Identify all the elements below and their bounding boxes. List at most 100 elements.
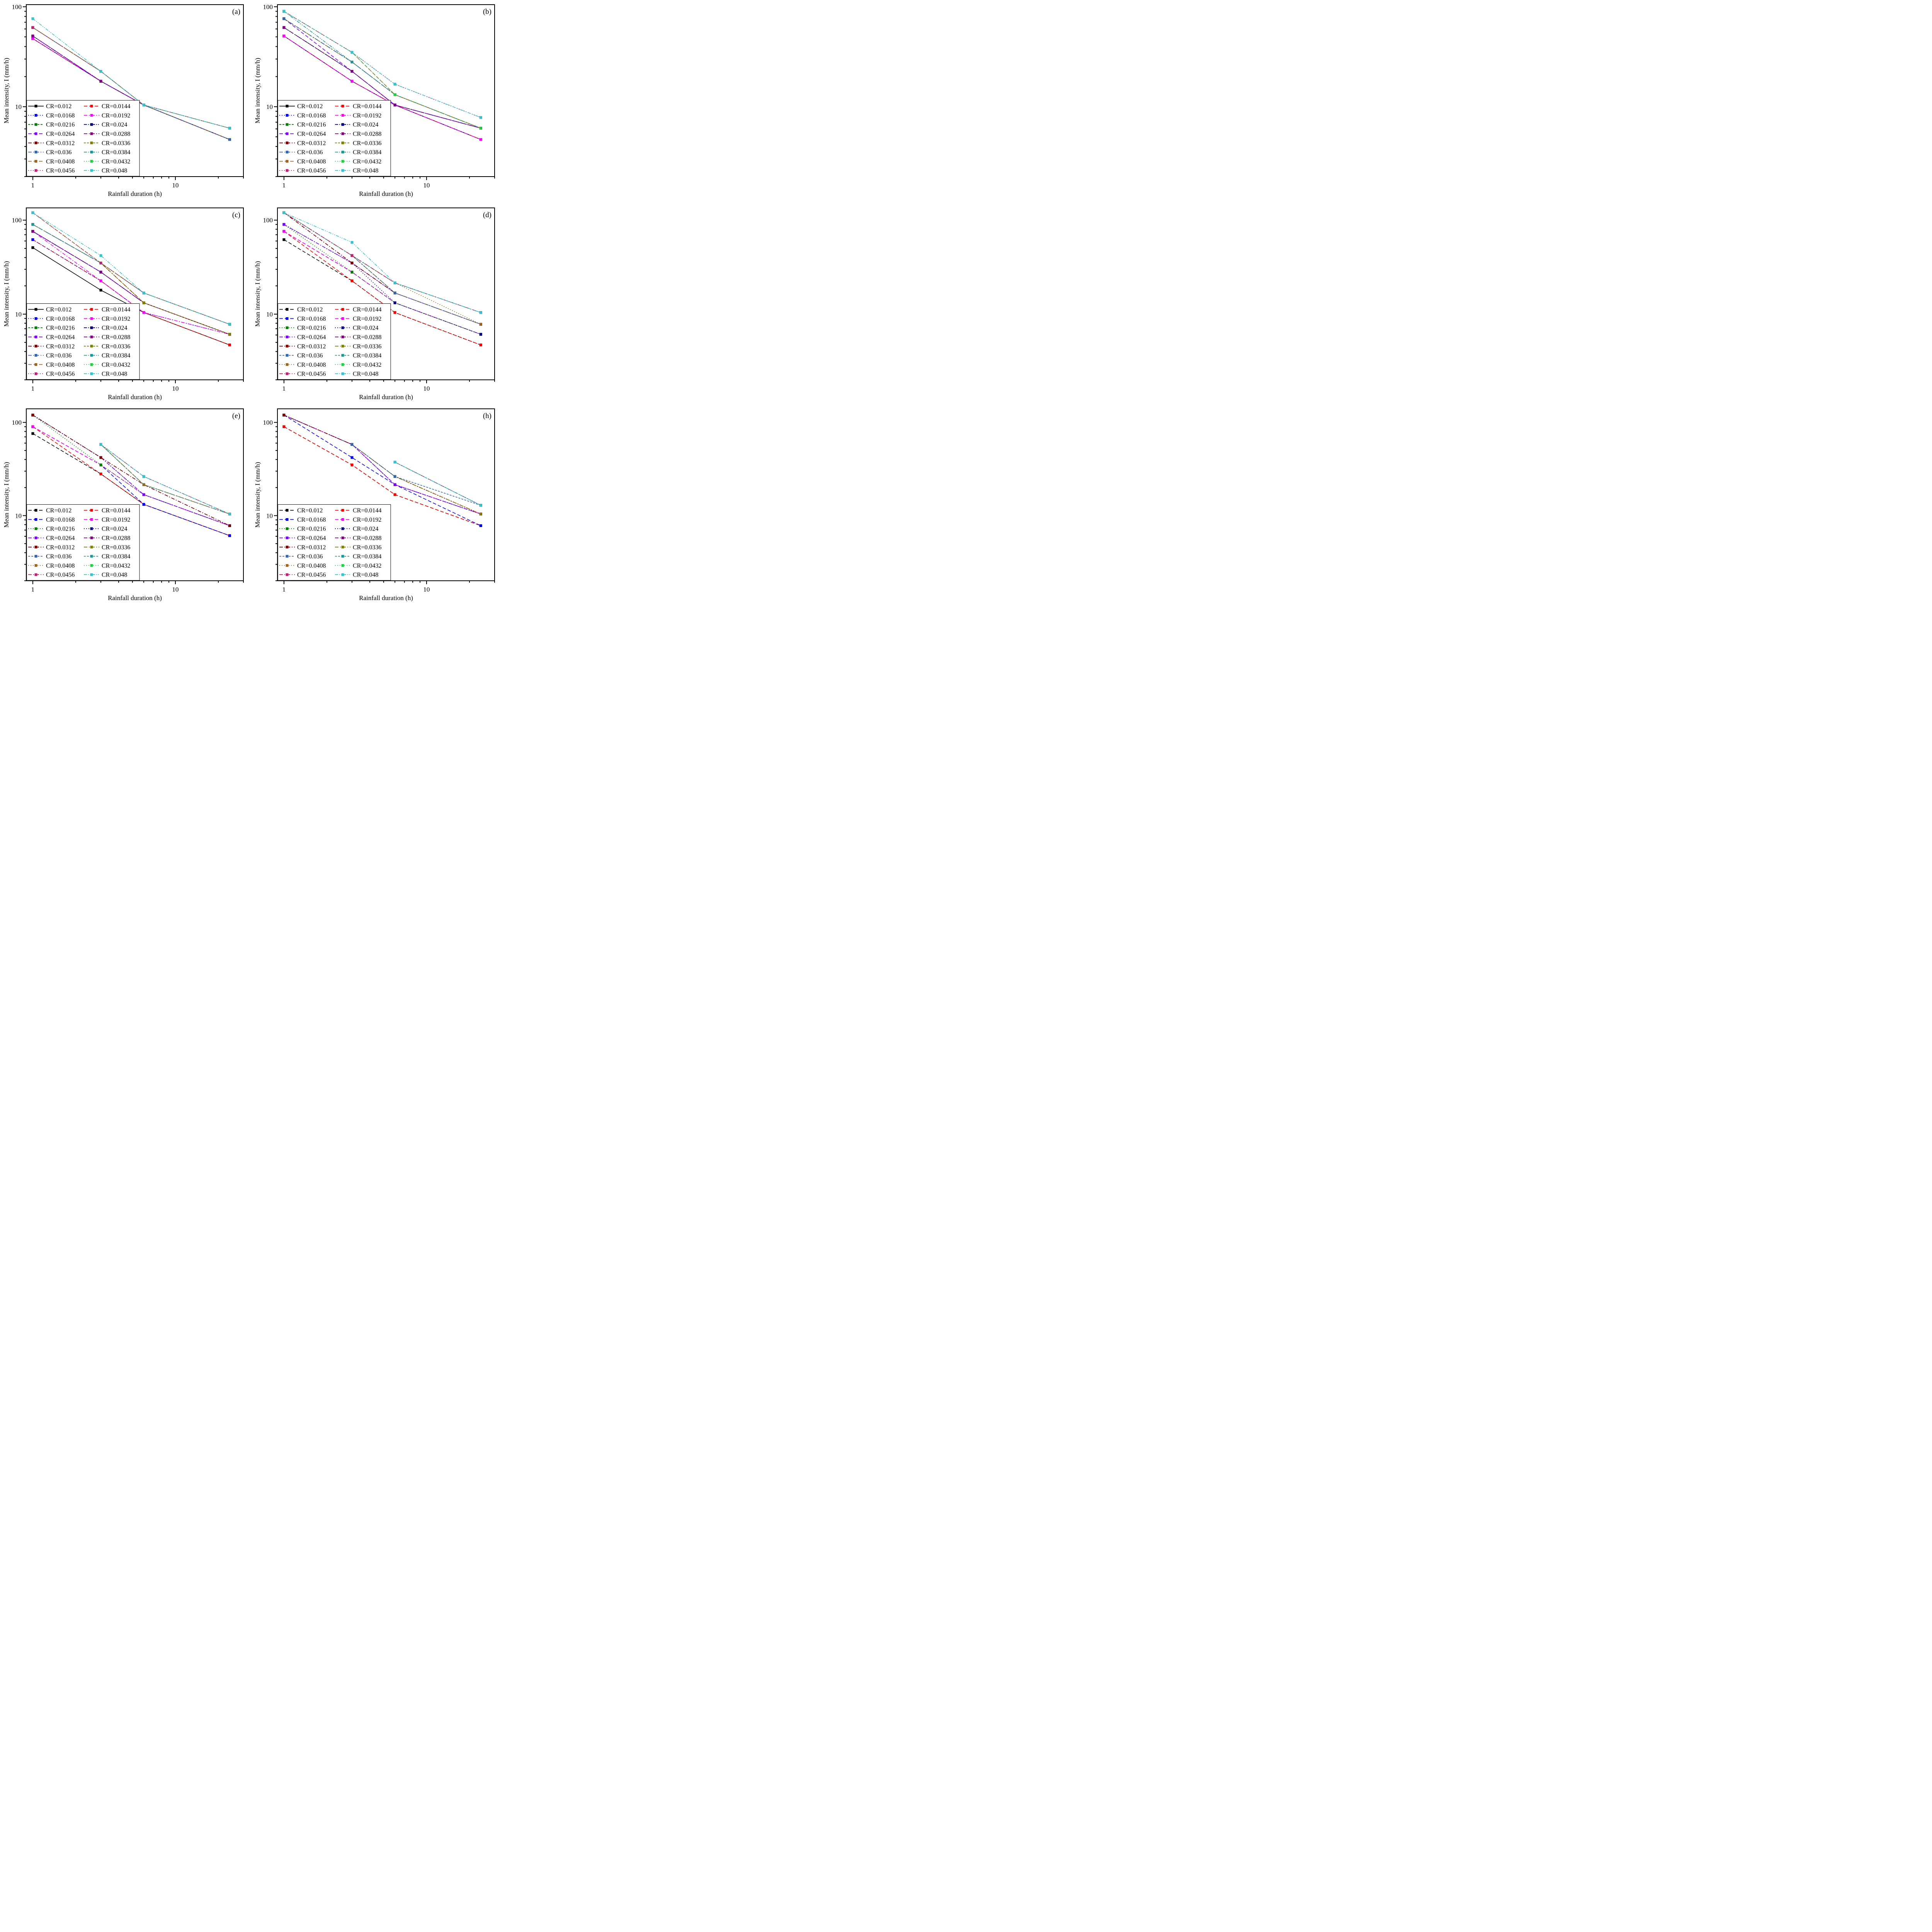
legend-entry: CR=0.0432 [335, 563, 381, 569]
legend-marker [286, 308, 289, 311]
y-axis-title: Mean intensity, I (mm/h) [3, 58, 10, 124]
legend-entry: CR=0.048 [84, 371, 127, 378]
legend-marker [90, 573, 93, 576]
chart-panel-b: 10 100 1 10 Rainfall duration (h) Mean intens… [251, 0, 502, 201]
data-point-marker [393, 493, 396, 496]
legend-marker [341, 555, 344, 558]
legend-marker [34, 151, 37, 154]
legend-label: CR=0.0408 [46, 563, 75, 569]
series-line-cr-0.0144 [284, 231, 481, 345]
chart-panel-c: 10 100 1 10 Rainfall duration (h) Mean intens… [0, 203, 251, 404]
data-point-marker [479, 127, 482, 130]
legend-marker [286, 345, 289, 348]
legend-label: CR=0.0192 [102, 316, 130, 322]
data-point-marker [228, 323, 231, 326]
legend-label: CR=0.0312 [46, 343, 75, 350]
legend-entry: CR=0.0216 [279, 526, 326, 532]
series-line-cr-0.0336 [32, 224, 230, 335]
plot-frame [277, 408, 495, 581]
data-point-marker [99, 70, 102, 73]
legend-marker [34, 518, 37, 521]
legend-marker [34, 536, 37, 539]
legend-entry: CR=0.0168 [279, 112, 326, 119]
legend-entry: CR=0.0336 [335, 343, 381, 350]
legend-marker [286, 354, 289, 357]
legend-marker [286, 372, 289, 375]
legend-marker [90, 308, 93, 311]
legend-entry: CR=0.0312 [28, 343, 75, 350]
legend-label: CR=0.0312 [297, 544, 326, 551]
legend-label: CR=0.0288 [353, 131, 381, 138]
plot-frame [277, 207, 495, 380]
legend-label: CR=0.0384 [353, 149, 381, 156]
data-point-marker [99, 473, 102, 476]
data-point-marker [142, 104, 145, 107]
legend-marker [341, 573, 344, 576]
legend-marker [34, 527, 37, 530]
y-axis-title: Mean intensity, I (mm/h) [254, 261, 261, 327]
legend-marker [341, 123, 344, 126]
legend-marker [90, 555, 93, 558]
legend-marker [286, 114, 289, 117]
plot-frame [26, 408, 244, 581]
data-point-marker [99, 289, 102, 292]
legend-label: CR=0.0264 [297, 535, 326, 542]
legend-marker [90, 335, 93, 338]
legend-box [277, 303, 391, 380]
x-tick-label: 1 [31, 182, 35, 189]
legend-marker [341, 326, 344, 329]
data-point-marker [142, 503, 145, 506]
legend-label: CR=0.0336 [102, 140, 130, 146]
legend-label: CR=0.024 [353, 325, 378, 332]
legend-entry: CR=0.0144 [335, 103, 381, 110]
data-point-marker [31, 34, 34, 37]
legend-label: CR=0.0432 [353, 362, 381, 368]
legend-entry: CR=0.0216 [28, 325, 75, 332]
legend-entry: CR=0.0456 [28, 572, 75, 578]
legend-marker [34, 354, 37, 357]
legend-label: CR=0.036 [297, 149, 323, 156]
y-tick-label: 10 [15, 512, 22, 519]
legend: CR=0.012 CR=0.0144 CR=0.0168 CR=0.0192 CR=0.… [26, 504, 140, 581]
legend-marker [286, 573, 289, 576]
x-tick-label: 10 [172, 586, 179, 593]
legend-label: CR=0.0264 [46, 535, 75, 542]
data-point-marker [393, 281, 396, 284]
legend-marker [341, 564, 344, 567]
plot-frame [26, 207, 244, 380]
legend-marker [341, 317, 344, 320]
data-point-marker [350, 443, 354, 446]
legend-marker [34, 564, 37, 567]
x-tick-label: 10 [423, 385, 430, 392]
series-line-cr-0.0384 [32, 224, 230, 325]
series-line-cr-0.0336 [100, 444, 230, 515]
legend-entry: CR=0.0432 [335, 362, 381, 368]
legend-entry: CR=0.036 [279, 553, 323, 560]
legend-label: CR=0.0288 [102, 131, 130, 138]
legend-entry: CR=0.0168 [279, 517, 326, 523]
legend-entry: CR=0.012 [279, 306, 323, 313]
legend-entry: CR=0.0408 [279, 362, 326, 368]
legend-label: CR=0.0216 [297, 526, 326, 532]
legend-marker [34, 317, 37, 320]
legend-label: CR=0.048 [102, 371, 127, 378]
series-line-cr-0.0216 [32, 415, 230, 526]
legend-marker [90, 151, 93, 154]
legend-label: CR=0.0384 [353, 553, 381, 560]
series-line-cr-0.0192 [284, 36, 481, 140]
series-line-cr-0.0144 [284, 426, 481, 526]
legend-entry: CR=0.0312 [28, 544, 75, 551]
series-line-cr-0.0432 [284, 212, 481, 313]
data-point-marker [282, 34, 286, 37]
data-point-marker [99, 80, 102, 83]
legend-entry: CR=0.024 [84, 122, 127, 128]
data-point-marker [142, 301, 145, 304]
legend-entry: CR=0.0384 [84, 352, 130, 359]
y-tick-label: 100 [12, 217, 22, 224]
legend-label: CR=0.048 [353, 572, 378, 578]
legend-marker [90, 536, 93, 539]
data-point-marker [228, 512, 231, 515]
series-line-cr-0.0192 [32, 231, 230, 335]
legend-label: CR=0.048 [102, 572, 127, 578]
legend-entry: CR=0.0168 [28, 316, 75, 322]
